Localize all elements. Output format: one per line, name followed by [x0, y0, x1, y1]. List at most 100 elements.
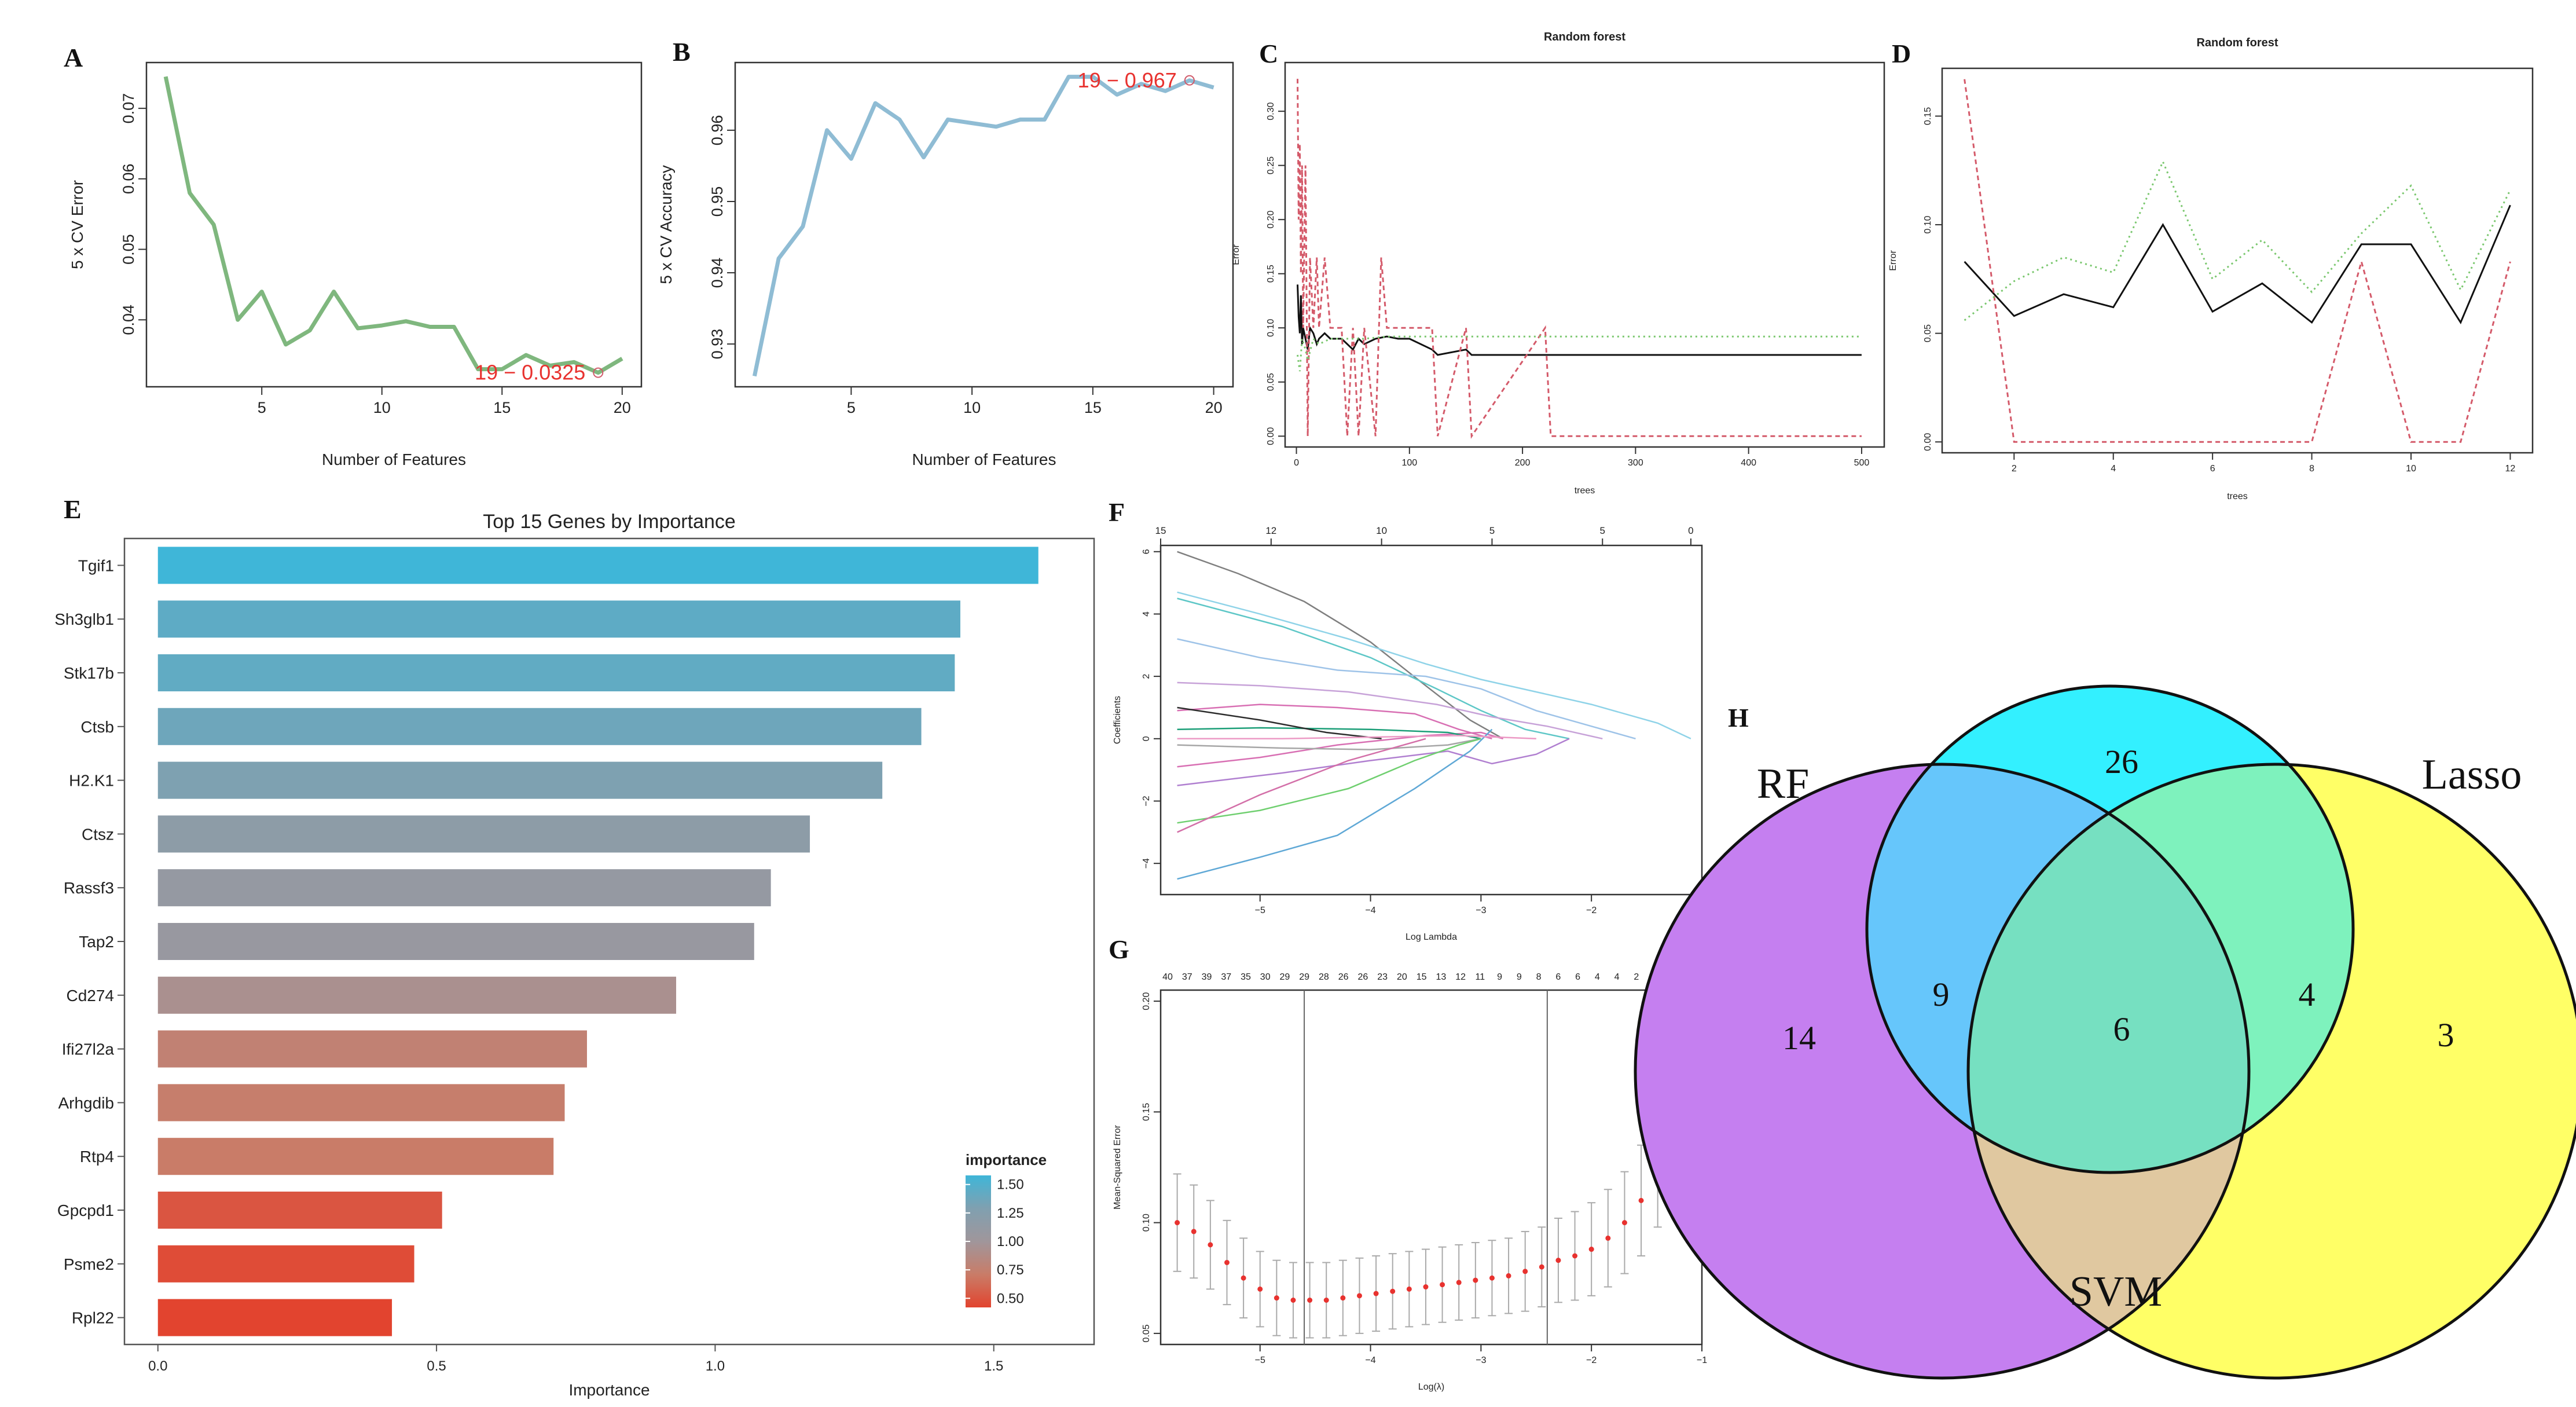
y-tick-label: 6: [1142, 549, 1151, 554]
bar-ctsb: [157, 708, 922, 745]
y-tick-label: 0.05: [1266, 373, 1276, 391]
mse-point: [1522, 1269, 1528, 1274]
top-count-label: 11: [1476, 972, 1485, 982]
y-axis-label: Error: [1888, 250, 1898, 271]
category-label: Tgif1: [78, 556, 114, 574]
set-label-rf: RF: [1757, 760, 1810, 808]
mse-point: [1638, 1197, 1644, 1203]
x-tick-label: 4: [2111, 464, 2116, 474]
x-axis-label: trees: [1575, 486, 1595, 496]
top-count-label: 40: [1162, 972, 1173, 982]
top-count-label: 4: [1595, 972, 1600, 982]
coef-path-9: [1177, 738, 1481, 750]
x-tick-label: 12: [2505, 464, 2516, 474]
x-tick-label: 0.5: [427, 1358, 446, 1374]
bar-rtp4: [157, 1138, 554, 1175]
count-rf-svm: 9: [1933, 976, 1950, 1013]
top-count-label: 29: [1299, 972, 1309, 982]
bar-psme2: [157, 1245, 414, 1283]
mse-point: [1456, 1280, 1462, 1285]
coef-path-12: [1177, 728, 1493, 880]
panel-c: C 0 100 200 300 400 500 0.00 0.05 0.10 0.15 0.20 0.2…: [1231, 31, 1885, 496]
y-tick-label: 0.10: [1923, 215, 1933, 233]
panel-letter: D: [1892, 39, 1911, 68]
mse-point: [1539, 1264, 1544, 1270]
top-count-label: 6: [1555, 972, 1561, 982]
series-line-1: [1297, 79, 1862, 439]
x-tick-label: 10: [2406, 464, 2416, 474]
x-tick-label: −3: [1476, 1355, 1486, 1365]
mse-point: [1555, 1258, 1561, 1263]
x-tick-label: 500: [1854, 458, 1870, 468]
mse-point: [1290, 1298, 1296, 1303]
y-tick-label: 0.25: [1266, 156, 1276, 174]
x-tick-label: −4: [1365, 1355, 1375, 1365]
plot-frame: [145, 61, 643, 388]
top-count-label: 12: [1455, 972, 1466, 982]
panel-h: H 14 26 3 9 4 6 RF Lasso SVM: [1634, 684, 2576, 1380]
legend-title: importance: [966, 1151, 1047, 1168]
mse-point: [1373, 1291, 1379, 1296]
category-label: Rassf3: [64, 879, 114, 897]
legend-label: 0.50: [997, 1291, 1024, 1306]
mse-point: [1390, 1288, 1396, 1294]
x-tick-label: 100: [1401, 458, 1417, 468]
chart-title: Random forest: [1544, 31, 1625, 43]
panel-letter: H: [1728, 703, 1749, 732]
category-label: Ctsz: [82, 825, 114, 843]
best-point-marker: [1184, 75, 1195, 86]
count-lasso-only: 3: [2438, 1016, 2454, 1054]
x-tick-label: 1.0: [706, 1358, 725, 1374]
coef-path-3: [1177, 638, 1636, 740]
top-count-label: 28: [1319, 972, 1329, 982]
panel-g: G −5 −4 −3 −2 −1 0.05 0.10 0.15 0.20 Log(λ) Mean-Sq…: [1109, 935, 1707, 1392]
x-tick-label: −2: [1586, 906, 1597, 915]
y-axis-label: 5 x CV Error: [68, 180, 86, 269]
top-count-label: 35: [1241, 972, 1251, 982]
x-tick-label: 10: [373, 399, 391, 416]
category-label: Sh3glb1: [54, 610, 114, 628]
set-label-lasso: Lasso: [2422, 751, 2522, 798]
x-tick-label: −2: [1586, 1355, 1597, 1365]
plot-frame: [734, 61, 1234, 388]
panel-letter: G: [1109, 935, 1129, 964]
mse-point: [1440, 1282, 1445, 1288]
top-count-label: 29: [1280, 972, 1290, 982]
mse-point: [1588, 1247, 1594, 1252]
y-tick-label: 0.20: [1142, 992, 1151, 1010]
top-count-label: 37: [1221, 972, 1231, 982]
category-label: Gpcpd1: [57, 1201, 114, 1219]
x-axis-label: Importance: [568, 1381, 649, 1399]
category-label: Rpl22: [72, 1309, 114, 1327]
y-tick-label: −4: [1142, 858, 1151, 869]
x-axis-label: Number of Features: [912, 450, 1056, 468]
best-point-label: 19 − 0.0325: [475, 361, 585, 384]
bar-cd274: [157, 976, 677, 1014]
y-tick-label: 0.15: [1923, 107, 1933, 125]
coef-path-14: [1177, 735, 1536, 740]
chart-title: Random forest: [2196, 36, 2278, 49]
mse-point: [1274, 1295, 1279, 1301]
x-tick-label: 5: [847, 399, 856, 416]
series-line-0: [1297, 284, 1862, 356]
coef-path-5: [1177, 704, 1492, 740]
mse-point: [1224, 1259, 1230, 1265]
set-label-svm: SVM: [2069, 1268, 2162, 1316]
mse-point: [1208, 1242, 1213, 1248]
panel-a: A 5 10 15 20 0.04 0.05 0.06 0.07 Number of Featur…: [64, 43, 643, 468]
coef-path-8: [1177, 706, 1382, 740]
legend-label: 1.50: [997, 1177, 1024, 1193]
panel-letter: E: [64, 494, 82, 524]
top-tick-label: 12: [1265, 525, 1276, 536]
y-tick-label: 0.05: [120, 234, 137, 265]
venn-outline-lasso: [1966, 763, 2576, 1380]
bar-ifi27l2a: [157, 1030, 587, 1068]
y-tick-label: 0.06: [120, 164, 137, 195]
top-count-label: 37: [1182, 972, 1192, 982]
plot-frame: [1159, 544, 1703, 896]
coef-path-11: [1177, 738, 1481, 824]
legend-label: 1.25: [997, 1206, 1024, 1221]
top-count-label: 23: [1377, 972, 1388, 982]
top-count-label: 20: [1397, 972, 1407, 982]
